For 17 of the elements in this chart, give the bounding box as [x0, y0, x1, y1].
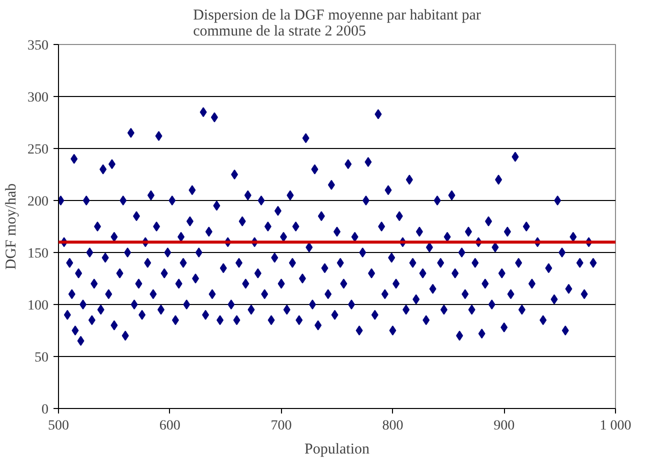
y-tick-label: 300	[28, 90, 48, 106]
x-tick-label: 900	[494, 418, 515, 434]
x-tick-label: 1 000	[600, 418, 632, 434]
x-tick-label: 600	[159, 418, 180, 434]
y-tick-label: 350	[28, 38, 48, 54]
y-tick-label: 50	[34, 350, 48, 366]
chart-title: Dispersion de la DGF moyenne par habitant par commune de la strate 2 2005	[193, 8, 481, 40]
y-tick-label: 150	[28, 246, 48, 262]
x-tick-label: 700	[270, 418, 292, 434]
y-tick-label: 250	[28, 142, 48, 158]
y-tick-label: 200	[28, 194, 48, 210]
x-tick-label: 800	[382, 418, 404, 434]
x-tick-label: 500	[48, 418, 69, 434]
y-tick-label: 100	[28, 298, 48, 314]
x-axis-title: Population	[304, 442, 370, 458]
y-tick-label: 0	[42, 402, 48, 418]
y-axis-title: DGF moy/hab	[4, 183, 20, 270]
